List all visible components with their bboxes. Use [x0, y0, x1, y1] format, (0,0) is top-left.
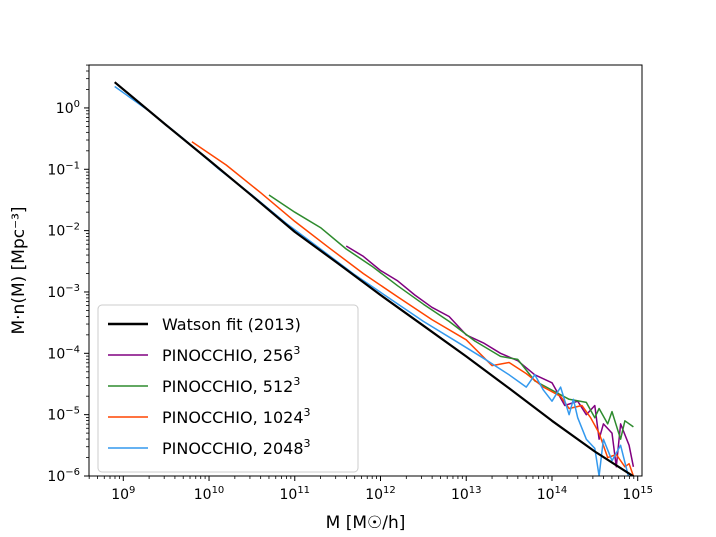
legend-label: PINOCCHIO, 20483: [162, 437, 311, 458]
y-tick-label: 10−5: [47, 406, 80, 424]
series-line-1: [345, 245, 635, 468]
y-tick-label: 10−1: [47, 160, 80, 178]
y-tick-label: 10−2: [47, 222, 80, 240]
y-axis: 100 10−1 10−2 10−3 10−4 10−5 10−6: [47, 64, 89, 485]
series-line-0: [113, 81, 635, 476]
x-tick-label: 1014: [537, 485, 568, 503]
y-tick-label: 100: [56, 99, 80, 117]
y-tick-label: 10−4: [47, 344, 80, 362]
y-tick-label: 10−3: [47, 283, 80, 301]
x-tick-label: 1012: [365, 485, 396, 503]
series-layer: [113, 81, 635, 476]
legend-label: PINOCCHIO, 5123: [162, 375, 300, 396]
x-tick-label: 1013: [451, 485, 482, 503]
x-tick-label: 1010: [194, 485, 225, 503]
legend-label: Watson fit (2013): [162, 315, 301, 334]
legend: Watson fit (2013) PINOCCHIO, 2563 PINOCCHI…: [97, 304, 359, 473]
legend-label: PINOCCHIO, 10243: [162, 406, 311, 427]
series-line-2: [268, 194, 634, 440]
x-tick-label: 109: [111, 485, 135, 503]
legend-label: PINOCCHIO, 2563: [162, 344, 300, 365]
plot-frame: [88, 64, 643, 477]
x-axis: 109 1010 1011 1012 1013 1014 1015: [88, 476, 653, 503]
x-tick-label: 1011: [279, 485, 310, 503]
y-axis-label: M·n(M) [Mpc⁻³]: [9, 206, 29, 334]
x-axis-label: M [M☉/h]: [326, 513, 406, 533]
y-tick-label: 10−6: [47, 467, 80, 485]
legend-box: [97, 304, 359, 473]
x-tick-label: 1015: [622, 485, 653, 503]
